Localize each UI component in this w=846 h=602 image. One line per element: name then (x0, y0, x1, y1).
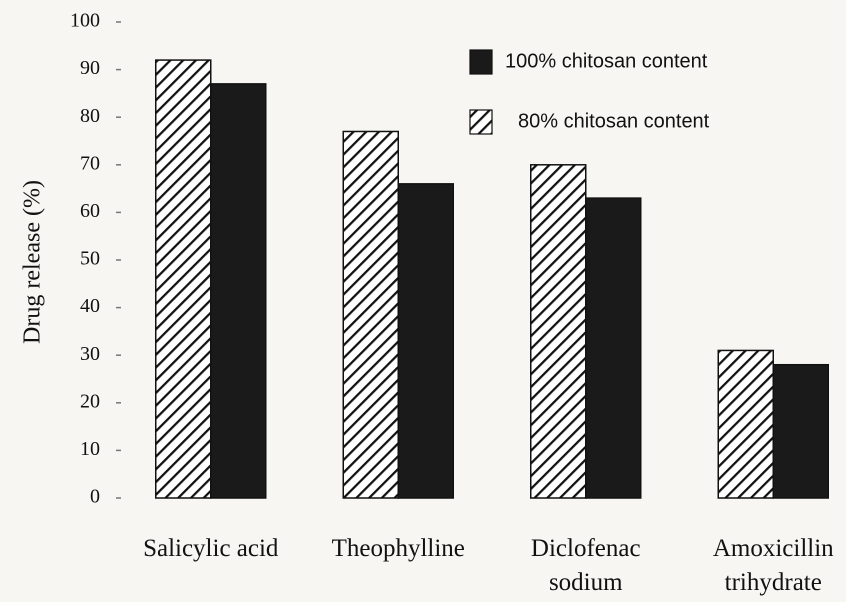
legend-label: 100% chitosan content (505, 50, 708, 72)
bar (397, 183, 454, 499)
bar (717, 349, 774, 499)
x-tick-label: Salicylic acid (143, 535, 279, 562)
legend-swatch (469, 49, 493, 75)
y-tick-label: 80 (80, 105, 100, 127)
y-tick-label: 40 (80, 295, 100, 317)
x-tick-label: Diclofenac sodium (530, 535, 641, 596)
bar (155, 59, 212, 499)
bar (530, 164, 587, 499)
y-tick-label: 100 (70, 10, 100, 32)
y-tick-label: 50 (80, 248, 100, 270)
y-tick-label: 0 (90, 486, 100, 508)
bar (585, 197, 642, 499)
legend-swatch (469, 109, 493, 135)
bar (210, 83, 267, 499)
bar (772, 363, 829, 499)
legend-label: 80% chitosan content (518, 110, 710, 132)
y-tick-label: 60 (80, 200, 100, 222)
y-tick-label: 90 (80, 57, 100, 79)
y-tick-label: 10 (80, 438, 100, 460)
x-tick-label: Theophylline (331, 535, 465, 562)
x-tick-label: Amoxicillin trihydrate (712, 535, 834, 596)
y-tick-label: 70 (80, 152, 100, 174)
y-axis-label: Drug release (%) (20, 180, 46, 344)
bar (342, 130, 399, 499)
y-tick-label: 30 (80, 343, 100, 365)
y-tick-label: 20 (80, 390, 100, 412)
